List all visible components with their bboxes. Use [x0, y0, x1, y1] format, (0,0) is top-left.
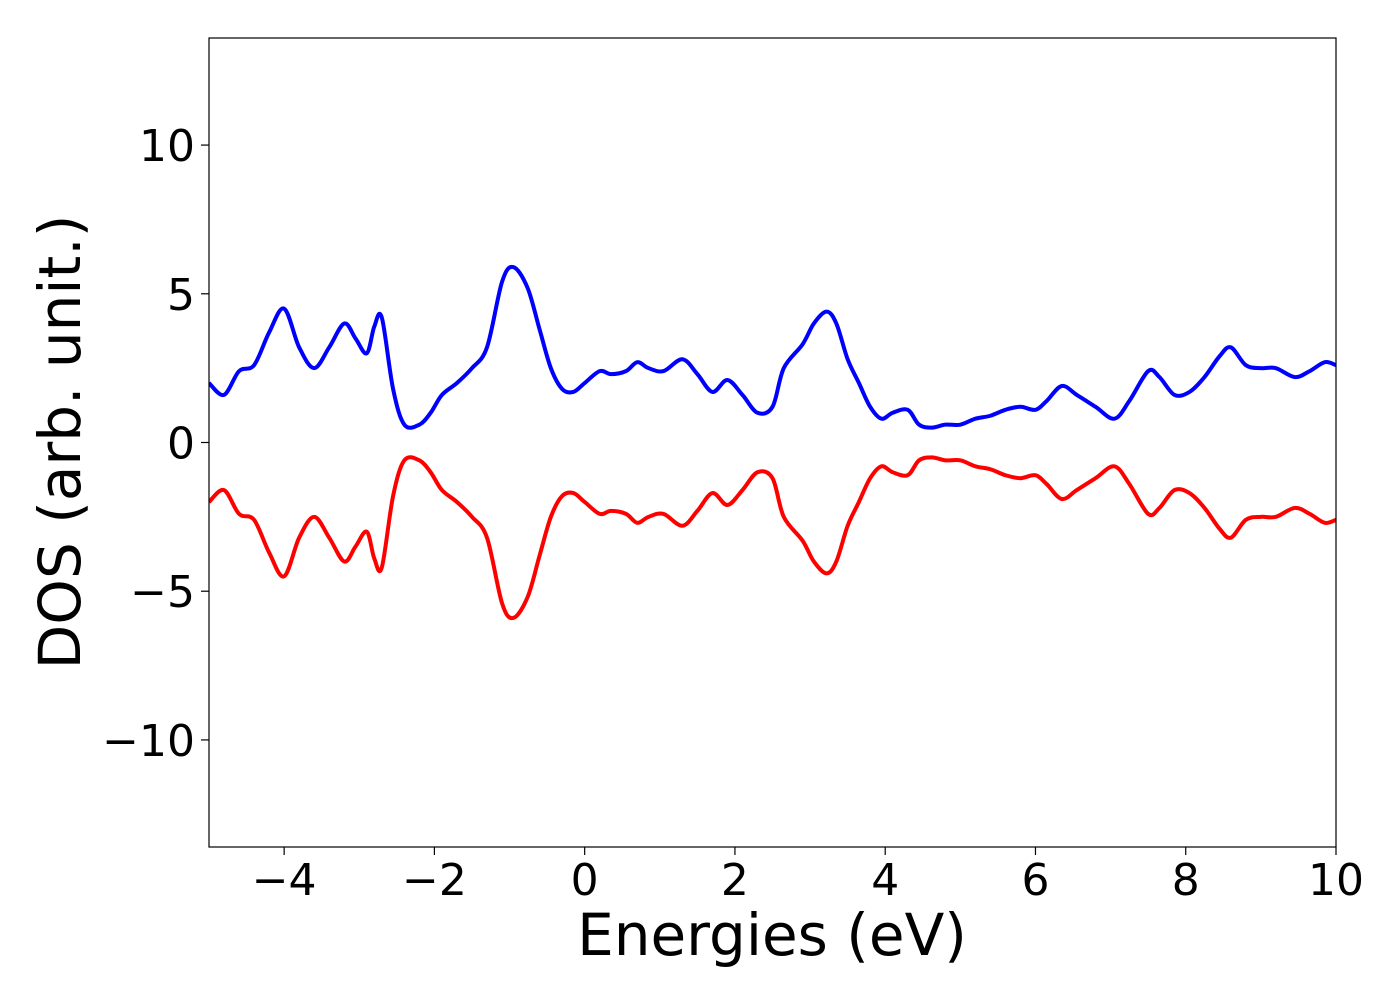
- series-line-negative: [209, 455, 1336, 621]
- x-tick-label: 0: [571, 855, 599, 906]
- series-line-positive: [209, 264, 1336, 430]
- y-tick-label: 10: [139, 121, 195, 172]
- x-axis-label: Energies (eV): [577, 901, 967, 969]
- x-tick-label: 10: [1308, 855, 1364, 906]
- series-layer: [209, 264, 1336, 621]
- y-tick-label: −5: [130, 567, 195, 618]
- y-tick-label: 0: [167, 419, 195, 470]
- y-tick-label: 5: [167, 270, 195, 321]
- y-tick-label: −10: [102, 716, 195, 767]
- x-tick-label: 4: [871, 855, 899, 906]
- x-tick-label: 6: [1021, 855, 1049, 906]
- x-axis-ticks: −4 −2 0 2 4 6 8 10: [252, 847, 1364, 906]
- x-tick-label: 2: [721, 855, 749, 906]
- x-tick-label: 8: [1172, 855, 1200, 906]
- x-tick-label: −4: [252, 855, 317, 906]
- y-axis-ticks: −10 −5 0 5 10: [102, 121, 209, 767]
- x-tick-label: −2: [402, 855, 467, 906]
- y-axis-label: DOS (arb. unit.): [26, 215, 94, 670]
